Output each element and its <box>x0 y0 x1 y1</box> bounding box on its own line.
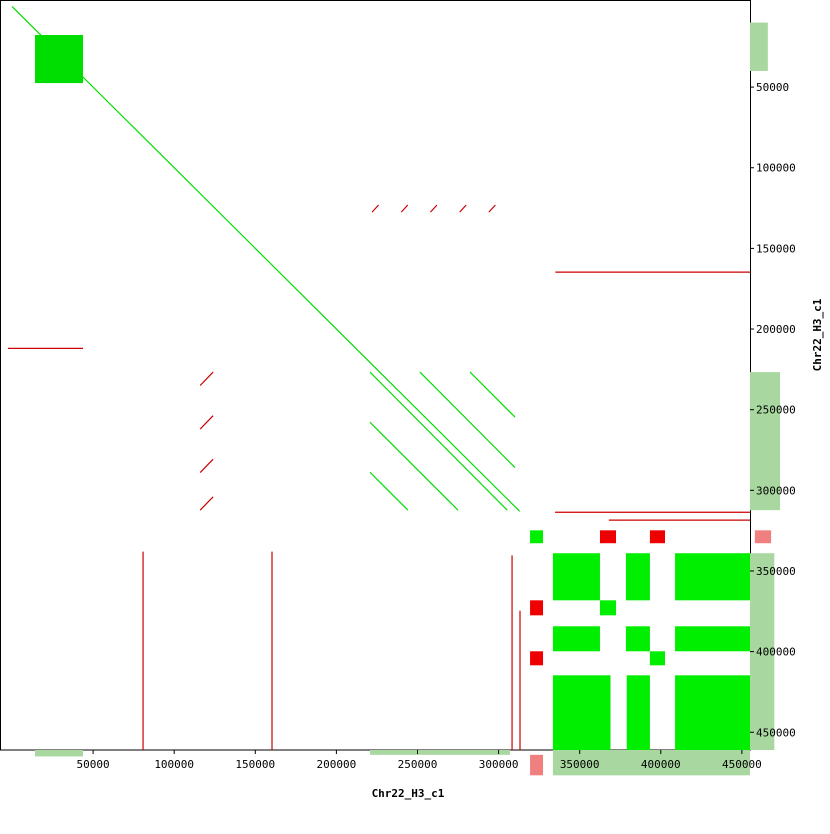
block <box>552 553 600 601</box>
alignment-segment <box>199 371 214 386</box>
block <box>649 651 666 666</box>
y-tick-label: 450000 <box>756 726 796 739</box>
block <box>552 626 600 652</box>
alignment-segment <box>371 204 380 213</box>
x-tick-label: 250000 <box>398 758 438 771</box>
alignment-segment <box>400 204 409 213</box>
block <box>35 35 84 84</box>
block <box>530 651 544 666</box>
y-tick-label: 100000 <box>756 162 796 175</box>
block <box>754 530 772 544</box>
alignment-segment <box>369 421 459 511</box>
x-tick-label: 450000 <box>722 758 762 771</box>
alignment-segment <box>369 471 409 511</box>
block <box>750 553 775 750</box>
x-axis-title: Chr22_H3_c1 <box>372 787 445 800</box>
y-tick-label: 150000 <box>756 242 796 255</box>
block <box>750 372 781 511</box>
block <box>552 675 611 750</box>
x-tick-label: 200000 <box>317 758 357 771</box>
y-tick-label: 200000 <box>756 323 796 336</box>
block <box>369 750 510 755</box>
y-tick-label: 300000 <box>756 484 796 497</box>
block <box>599 600 617 616</box>
block <box>530 530 544 544</box>
alignment-segment <box>369 371 508 511</box>
block <box>625 626 650 652</box>
alignment-segment <box>469 371 516 418</box>
block <box>599 530 617 544</box>
alignment-segment <box>459 204 467 213</box>
y-tick-label: 400000 <box>756 646 796 659</box>
y-tick-label: 350000 <box>756 565 796 578</box>
block <box>530 600 544 616</box>
alignment-segment <box>430 204 438 213</box>
x-tick-label: 350000 <box>560 758 600 771</box>
alignment-segment <box>419 371 516 469</box>
block <box>530 754 544 776</box>
alignment-segment <box>199 415 214 430</box>
alignment-segment <box>488 204 496 213</box>
alignment-segment <box>11 6 521 512</box>
alignment-segment <box>199 496 214 511</box>
x-tick-label: 150000 <box>235 758 275 771</box>
block <box>675 626 750 652</box>
block <box>649 530 666 544</box>
x-tick-label: 300000 <box>479 758 519 771</box>
block <box>675 675 750 750</box>
y-tick-label: 50000 <box>756 81 789 94</box>
block <box>626 675 650 750</box>
x-tick-label: 100000 <box>154 758 194 771</box>
y-tick-label: 250000 <box>756 404 796 417</box>
y-axis-title: Chr22_H3_c1 <box>811 298 824 371</box>
block <box>625 553 650 601</box>
block <box>552 750 750 776</box>
block <box>35 750 84 757</box>
x-tick-label: 400000 <box>641 758 681 771</box>
block <box>750 22 768 71</box>
block <box>675 553 750 601</box>
alignment-segment <box>199 458 214 473</box>
x-tick-label: 50000 <box>77 758 110 771</box>
